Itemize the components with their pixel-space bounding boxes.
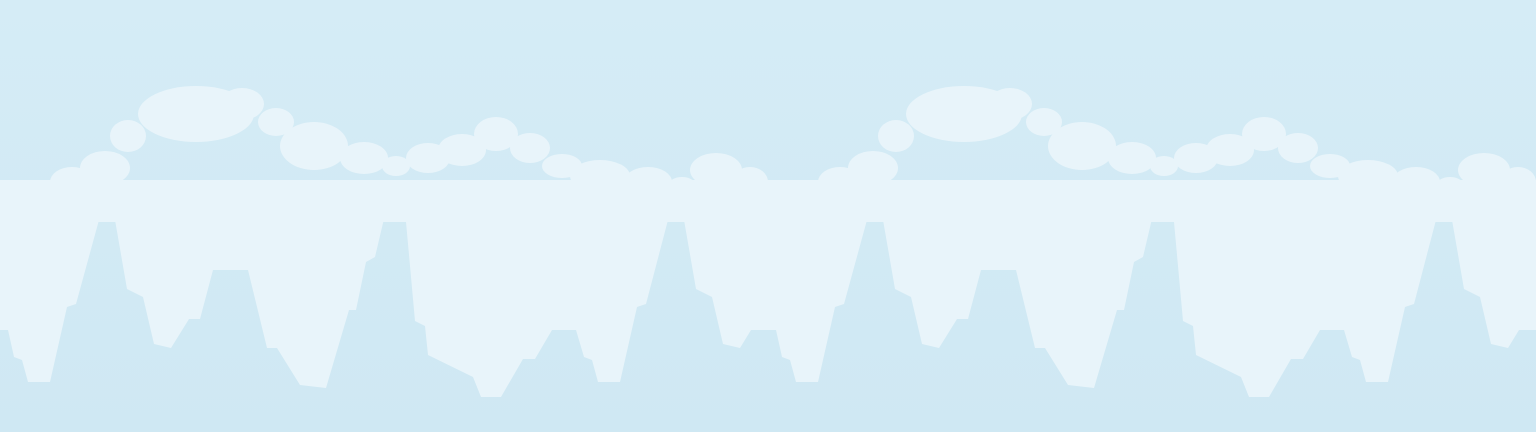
game-background-scene [0, 0, 1536, 432]
